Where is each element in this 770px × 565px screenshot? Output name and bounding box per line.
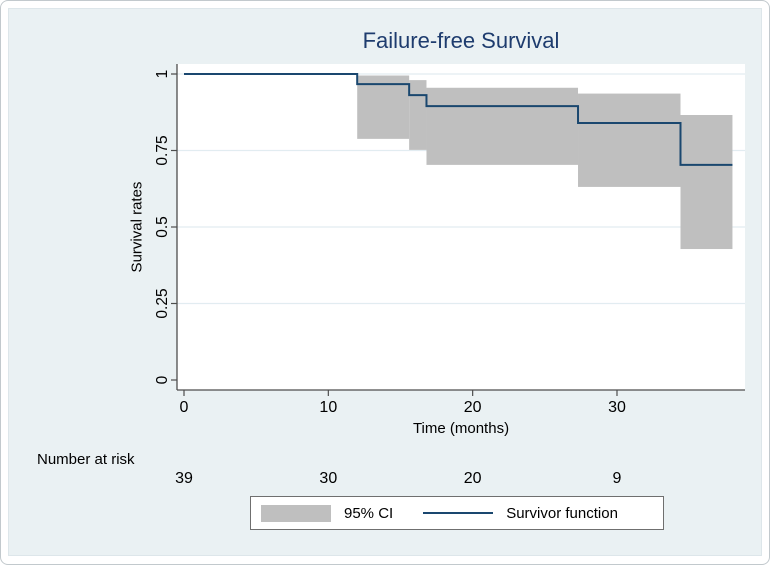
chart-title: Failure-free Survival [362,28,560,53]
survivor-line-swatch [423,512,494,514]
y-axis-title: Survival rates [128,181,146,273]
risk-count-t20: 20 [463,470,482,487]
x-tick-label-0: 0 [180,399,189,416]
y-tick-label-1: 1 [154,70,171,79]
x-tick-label-30: 30 [608,399,626,416]
ci-band-segment-0 [357,75,410,139]
x-axis-title: Time (months) [412,420,510,437]
ci-band-swatch [261,504,331,522]
risk-count-t0: 39 [175,470,193,487]
y-tick-label-0.25: 0.25 [154,288,171,318]
legend-line-label: Survivor function [506,504,618,522]
number-at-risk-label: Number at risk [37,451,135,468]
ci-band-segment-3 [578,93,681,187]
x-tick-label-10: 10 [319,399,337,416]
ci-band-segment-2 [426,87,579,165]
risk-count-t10: 30 [319,470,338,487]
y-tick-label-0.5: 0.5 [154,216,171,238]
legend-ci-label: 95% CI [344,504,394,522]
figure-background: Failure-free Survival 0 0.25 0.5 0.75 1 0 10 20… [8,8,762,556]
y-tick-label-0: 0 [154,375,171,384]
risk-count-t30: 9 [612,470,622,487]
legend: 95% CI Survivor function [250,496,664,530]
ci-band-segment-1 [409,80,427,150]
ci-band-segment-4 [680,115,733,250]
survivor-curve [184,73,733,166]
x-tick-label-20: 20 [464,399,482,416]
y-tick-label-0.75: 0.75 [154,135,171,165]
